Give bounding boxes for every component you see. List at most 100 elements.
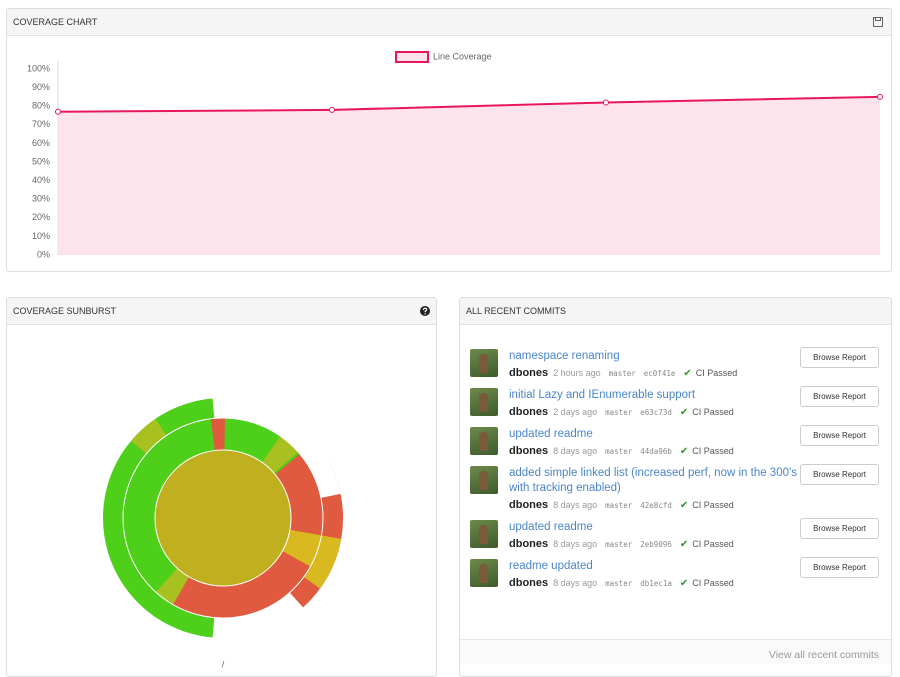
commit-title[interactable]: readme updated (509, 560, 593, 572)
commit-title[interactable]: initial Lazy and IEnumerable support (509, 389, 696, 401)
avatar (470, 466, 498, 494)
view-all-link[interactable]: View all recent commits (460, 639, 891, 664)
hash: ec0f41e (643, 369, 676, 378)
browse-report-button[interactable]: Browse Report (800, 557, 879, 578)
sunburst-gap (103, 398, 343, 638)
branch: master (605, 408, 633, 417)
line (57, 95, 881, 113)
sunburst-ring (103, 398, 343, 638)
time: 2 days ago (553, 407, 598, 417)
y-tick-label: 10% (32, 231, 50, 241)
panel-header: COVERAGE SUNBURST (7, 298, 436, 325)
y-tick-label: 80% (32, 101, 50, 111)
status: CI Passed (680, 500, 734, 510)
panel-title: COVERAGE CHART (13, 17, 98, 27)
y-tick-label: 30% (32, 194, 50, 204)
y-tick-label: 40% (32, 175, 50, 185)
y-tick-label: 20% (32, 212, 50, 222)
commit-item: updated readme dbones 8 days ago master 2eb9… (460, 518, 891, 550)
browse-report-button[interactable]: Browse Report (800, 425, 879, 446)
commit-meta: dbones 8 days ago master 42e8cfd CI Passed (509, 499, 800, 511)
panel-header: ALL RECENT COMMITS (460, 298, 891, 325)
commit-meta: dbones 8 days ago master db1ec1a CI Passed (509, 577, 800, 589)
time: 8 days ago (553, 500, 598, 510)
commit-item: initial Lazy and IEnumerable support dbon… (460, 386, 891, 418)
commit-item: updated readme dbones 8 days ago master 44da… (460, 425, 891, 457)
avatar (470, 388, 498, 416)
panel-title: COVERAGE SUNBURST (13, 306, 117, 316)
hash: 44da96b (640, 447, 672, 456)
area (58, 96, 880, 256)
branch: master (605, 540, 633, 549)
y-tick-label: 100% (27, 63, 50, 73)
status: CI Passed (680, 407, 734, 417)
browse-report-button[interactable]: Browse Report (800, 518, 879, 539)
avatar (470, 520, 498, 548)
commit-meta: dbones 8 days ago master 44da96b CI Passed (509, 445, 800, 457)
status: CI Passed (683, 368, 737, 378)
y-tick-label: 90% (32, 82, 50, 92)
hash: e63c73d (640, 408, 672, 417)
sunburst-ring (123, 418, 323, 618)
legend-label: Line Coverage (433, 51, 492, 61)
commit-meta: dbones 2 hours ago master ec0f41e CI Passed (509, 367, 800, 379)
sunburst: / (103, 398, 343, 669)
branch: master (605, 501, 633, 510)
commit-title[interactable]: namespace renaming (509, 350, 620, 362)
y-tick-label: 70% (32, 119, 50, 129)
branch: master (605, 447, 633, 456)
root-label: / (222, 659, 225, 669)
commit-title[interactable]: added simple linked list (increased perf… (509, 467, 797, 494)
hash: 2eb9096 (640, 540, 672, 549)
time: 2 hours ago (553, 368, 601, 378)
browse-report-button[interactable]: Browse Report (800, 386, 879, 407)
commit-item: added simple linked list (increased perf… (460, 464, 891, 511)
point (877, 93, 883, 100)
status: CI Passed (680, 446, 734, 456)
author: dbones (509, 577, 549, 589)
point (55, 108, 61, 115)
commit-item: readme updated dbones 8 days ago master db1e… (460, 557, 891, 589)
help-icon[interactable] (420, 306, 430, 316)
line-chart: 0% 10% 20% 30% 40% 50% 60% 70% 80% 90% 100% Line Co… (27, 51, 883, 259)
commit-item: namespace renaming dbones 2 hours ago maste… (460, 347, 891, 379)
author: dbones (509, 445, 549, 457)
status: CI Passed (680, 578, 734, 588)
author: dbones (509, 538, 549, 550)
point (329, 106, 335, 113)
commits-panel: ALL RECENT COMMITS namespace renaming dbo… (459, 297, 892, 677)
time: 8 days ago (553, 578, 598, 588)
commit-meta: dbones 8 days ago master 2eb9096 CI Passed (509, 538, 800, 550)
commit-body: readme updated dbones 8 days ago master db1e… (509, 559, 800, 589)
commit-meta: dbones 2 days ago master e63c73d CI Passed (509, 406, 800, 418)
time: 8 days ago (553, 446, 598, 456)
browse-report-button[interactable]: Browse Report (800, 347, 879, 368)
save-icon[interactable] (873, 17, 883, 27)
panel-header: COVERAGE CHART (7, 9, 891, 36)
author: dbones (509, 499, 549, 511)
point (603, 99, 609, 106)
avatar (470, 559, 498, 587)
y-tick-label: 0% (37, 249, 50, 259)
commit-list: namespace renaming dbones 2 hours ago maste… (460, 325, 891, 589)
panel-title: ALL RECENT COMMITS (466, 306, 567, 316)
avatar (470, 427, 498, 455)
commit-body: updated readme dbones 8 days ago master 44da… (509, 427, 800, 457)
browse-report-button[interactable]: Browse Report (800, 464, 879, 485)
commit-body: namespace renaming dbones 2 hours ago maste… (509, 349, 800, 379)
commit-body: updated readme dbones 8 days ago master 2eb9… (509, 520, 800, 550)
avatar (470, 349, 498, 377)
author: dbones (509, 406, 549, 418)
sunburst-panel: COVERAGE SUNBURST / (6, 297, 437, 677)
sunburst-root (155, 450, 291, 586)
commit-title[interactable]: updated readme (509, 521, 593, 533)
status: CI Passed (680, 539, 734, 549)
branch: master (608, 369, 636, 378)
author: dbones (509, 367, 549, 379)
legend-swatch (395, 51, 429, 63)
commit-title[interactable]: updated readme (509, 428, 593, 440)
commit-body: initial Lazy and IEnumerable support dbon… (509, 388, 800, 418)
y-tick-label: 60% (32, 138, 50, 148)
hash: db1ec1a (640, 579, 672, 588)
hash: 42e8cfd (640, 501, 672, 510)
